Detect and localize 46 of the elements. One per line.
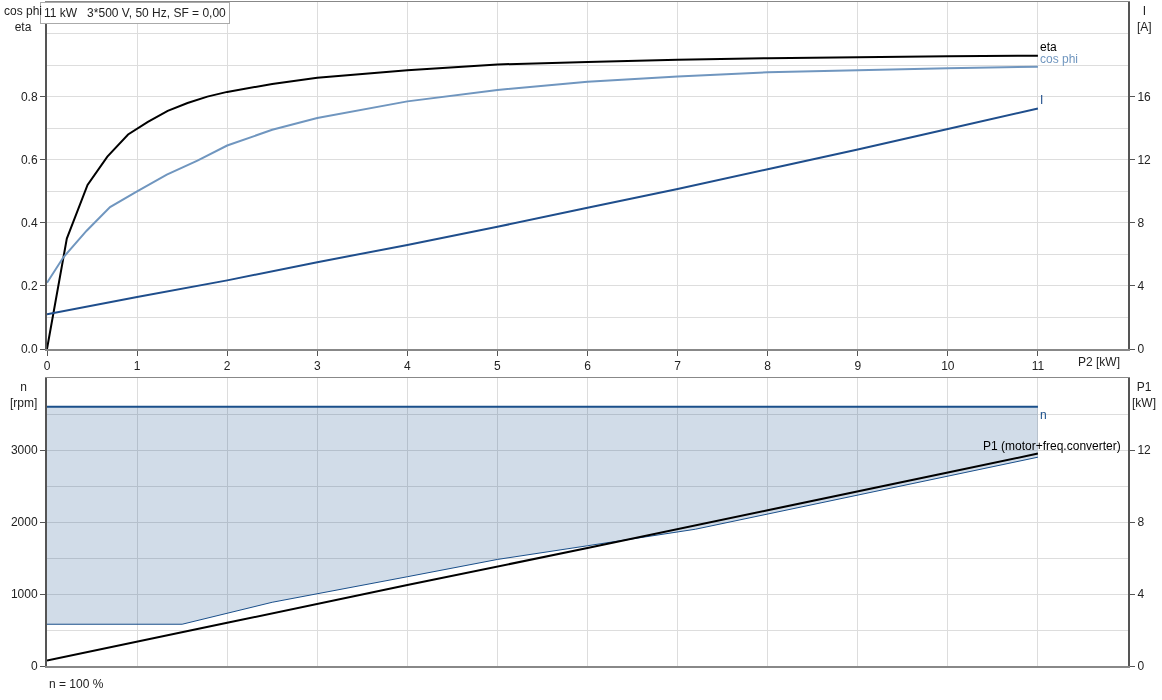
series-label: n — [1040, 408, 1047, 422]
y-axis-title: cos phi eta — [4, 4, 43, 34]
y-axis-title: n [rpm] — [10, 380, 38, 410]
y-tick-label: 0.8 — [20, 89, 38, 104]
y2-tick-label: 12 — [1137, 443, 1152, 458]
x-tick-label: 2 — [223, 358, 231, 373]
y-tick-label: 1000 — [10, 587, 38, 602]
y2-tick-label: 4 — [1137, 279, 1145, 294]
x-axis-title: P2 [kW] — [1078, 355, 1121, 369]
y-tick-label: 0.4 — [20, 216, 38, 231]
series-label: I — [1040, 93, 1044, 107]
x-tick-label: 8 — [764, 358, 772, 373]
x-tick-label: 5 — [494, 358, 502, 373]
line-series — [47, 65, 1039, 284]
y-tick-label: 0.0 — [20, 342, 38, 357]
x-tick-label: 4 — [403, 358, 411, 373]
series-label: cos phi — [1040, 52, 1079, 66]
y2-tick-label: 0 — [1137, 342, 1145, 357]
x-tick-label: 3 — [313, 358, 321, 373]
y-tick-label: 0 — [30, 659, 38, 674]
chart-title: 11 kW 3*500 V, 50 Hz, SF = 0,00 — [44, 6, 227, 20]
y2-tick-label: 8 — [1137, 216, 1145, 231]
line-series — [47, 54, 1039, 349]
y-tick-label: 0.2 — [20, 279, 38, 294]
x-tick-label: 0 — [43, 358, 51, 373]
y2-tick-label: 12 — [1137, 152, 1152, 167]
y2-axis-title: I [A] — [1137, 4, 1152, 34]
x-tick-label: 1 — [133, 358, 141, 373]
line-series — [47, 107, 1039, 316]
y-tick-label: 2000 — [10, 515, 38, 530]
x-tick-label: 6 — [584, 358, 592, 373]
x-tick-label: 7 — [674, 358, 682, 373]
y2-tick-label: 16 — [1137, 89, 1152, 104]
line-series — [47, 452, 1039, 662]
y2-tick-label: 0 — [1137, 659, 1145, 674]
x-tick-label: 10 — [941, 358, 955, 373]
series-label: P1 (motor+freq.converter) — [983, 439, 1121, 453]
x-tick-label: 11 — [1031, 358, 1045, 373]
series-label: eta — [1040, 40, 1058, 54]
y2-tick-label: 4 — [1137, 587, 1145, 602]
x-tick-label: 9 — [854, 358, 862, 373]
y-tick-label: 0.6 — [20, 152, 38, 167]
text: n = 100 % — [49, 677, 104, 691]
y2-axis-title: P1 [kW] — [1132, 380, 1156, 410]
y-tick-label: 3000 — [10, 443, 38, 458]
y2-tick-label: 8 — [1137, 515, 1145, 530]
